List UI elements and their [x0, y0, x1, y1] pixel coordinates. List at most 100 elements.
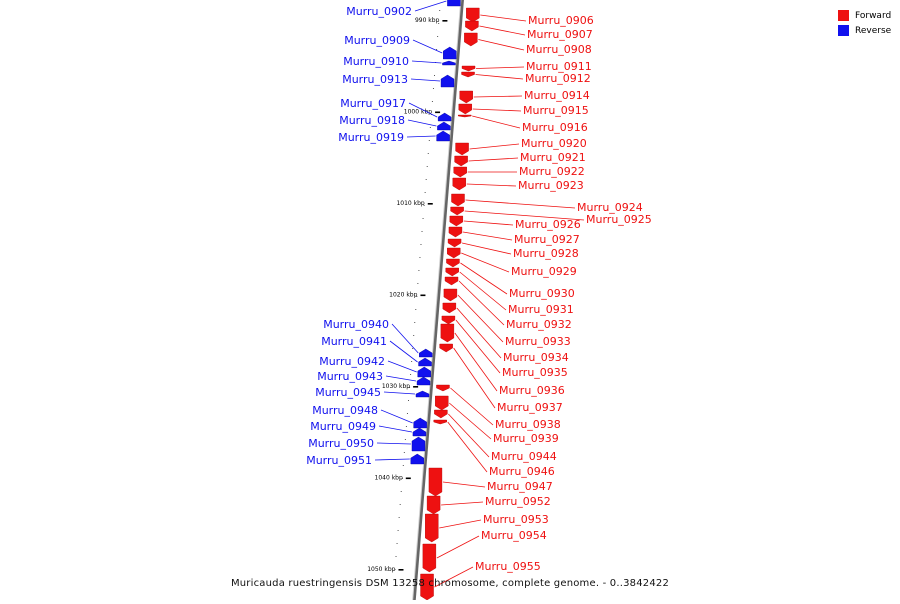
reverse-gene-feature	[436, 130, 450, 142]
forward-gene-feature	[450, 206, 464, 216]
forward-gene-connector	[460, 262, 508, 295]
forward-gene-label: Murru_0947	[487, 480, 553, 493]
forward-gene-label: Murru_0921	[520, 151, 586, 164]
tick-label: 1050 kbp	[367, 566, 395, 573]
forward-gene-feature	[445, 267, 459, 277]
reverse-gene-feature	[442, 60, 456, 66]
forward-gene-feature	[422, 543, 437, 573]
forward-gene-connector	[441, 501, 484, 506]
forward-gene-feature	[447, 247, 461, 259]
legend-forward-label: Forward	[855, 10, 892, 21]
forward-gene-feature	[458, 114, 472, 118]
forward-gene-feature	[453, 166, 467, 178]
minor-tick	[414, 322, 416, 323]
gene-features	[410, 0, 480, 601]
minor-tick	[406, 413, 408, 414]
forward-gene-feature	[436, 384, 450, 392]
reverse-gene-label: Murru_0940	[323, 318, 389, 331]
minor-tick	[436, 49, 438, 50]
forward-gene-label: Murru_0927	[514, 233, 580, 246]
minor-tick	[417, 283, 419, 284]
minor-tick	[400, 491, 402, 492]
reverse-gene-feature	[412, 427, 427, 437]
minor-tick	[411, 361, 413, 362]
minor-tick	[434, 75, 435, 76]
reverse-gene-label: Murru_0948	[312, 404, 378, 417]
reverse-gene-label: Murru_0941	[321, 335, 387, 348]
forward-gene-label: Murru_0915	[523, 104, 589, 117]
reverse-gene-label: Murru_0909	[344, 34, 410, 47]
forward-gene-label: Murru_0920	[521, 137, 587, 150]
reverse-gene-label: Murru_0951	[306, 454, 372, 467]
reverse-gene-feature	[415, 390, 430, 398]
forward-gene-connector	[439, 519, 482, 529]
reverse-gene-feature	[411, 436, 426, 452]
reverse-gene-feature	[416, 376, 431, 386]
minor-tick	[412, 348, 414, 349]
forward-gene-feature	[420, 573, 434, 601]
reverse-gene-feature	[447, 0, 461, 7]
forward-gene-feature	[461, 65, 476, 72]
reverse-gene-feature	[437, 121, 451, 131]
minor-tick	[429, 127, 431, 128]
minor-tick	[405, 426, 407, 427]
forward-gene-feature	[449, 215, 464, 227]
reverse-gene-label: Murru_0942	[319, 355, 385, 368]
reverse-gene-label: Murru_0945	[315, 386, 381, 399]
minor-tick	[422, 218, 424, 219]
forward-gene-feature	[452, 177, 466, 191]
chromosome-backbone	[394, 0, 464, 603]
minor-tick	[421, 231, 423, 232]
reverse-gene-connector	[378, 425, 413, 433]
scale-ticks: 990 kbp 1000 kbp 1010 kbp 1020 kbp 1030 kbp 1…	[367, 17, 448, 573]
tick-label: 1030 kbp	[382, 383, 410, 390]
forward-gene-connector	[447, 421, 488, 473]
forward-gene-connector	[456, 307, 502, 359]
reverse-gene-feature	[418, 357, 432, 367]
reverse-gene-label: Murru_0949	[310, 420, 376, 433]
forward-gene-label: Murru_0928	[513, 247, 579, 260]
forward-gene-label: Murru_0932	[506, 318, 572, 331]
forward-gene-feature	[435, 395, 449, 411]
major-tick	[398, 569, 404, 571]
forward-gene-label: Murru_0911	[526, 60, 592, 73]
forward-gene-feature	[425, 513, 439, 543]
major-tick	[427, 203, 433, 205]
forward-gene-feature	[447, 238, 462, 248]
forward-swatch	[838, 10, 849, 21]
forward-gene-label: Murru_0952	[485, 495, 551, 508]
reverse-gene-connector	[376, 442, 411, 445]
minor-tick	[409, 387, 411, 388]
tick-label: 1020 kbp	[389, 292, 417, 299]
minor-tick	[394, 569, 396, 570]
reverse-gene-feature	[419, 348, 433, 358]
reverse-gene-connector	[391, 323, 419, 354]
forward-gene-label: Murru_0931	[508, 303, 574, 316]
reverse-gene-connector	[407, 119, 437, 127]
forward-gene-connector	[463, 220, 514, 226]
forward-gene-label: Murru_0906	[528, 14, 594, 27]
reverse-gene-label: Murru_0902	[346, 5, 412, 18]
minor-tick	[403, 452, 405, 453]
reverse-gene-connector	[412, 39, 443, 54]
reverse-gene-feature	[413, 417, 427, 429]
minor-tick	[439, 10, 441, 11]
forward-gene-connector	[475, 74, 524, 80]
reverse-gene-label: Murru_0919	[338, 131, 404, 144]
reverse-gene-connector	[410, 78, 441, 82]
forward-gene-label: Murru_0934	[503, 351, 569, 364]
minor-tick	[397, 530, 399, 531]
minor-tick	[431, 101, 433, 102]
forward-gene-label: Murru_0944	[491, 450, 557, 463]
minor-tick	[398, 517, 400, 518]
minor-tick	[420, 244, 422, 245]
minor-tick	[395, 556, 397, 557]
minor-tick	[415, 309, 417, 310]
reverse-swatch	[838, 25, 849, 36]
reverse-gene-label: Murru_0950	[308, 437, 374, 450]
forward-gene-feature	[458, 103, 472, 115]
reverse-gene-label: Murru_0910	[343, 55, 409, 68]
